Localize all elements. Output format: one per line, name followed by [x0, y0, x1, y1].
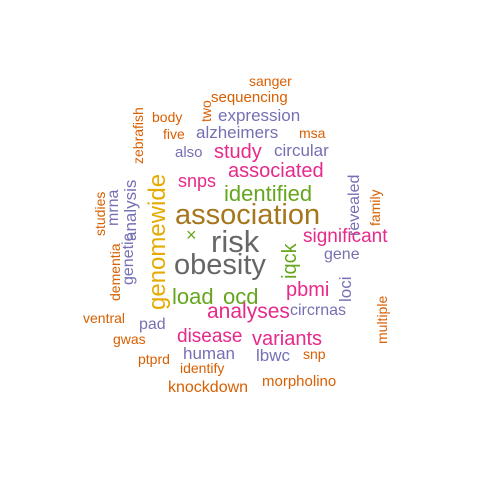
word-45: ptprd [138, 351, 170, 367]
word-8: msa [299, 125, 326, 141]
word-17: snps [178, 171, 217, 191]
word-43: lbwc [256, 346, 291, 365]
word-39: disease [177, 326, 243, 347]
word-19: family [367, 189, 383, 226]
word-42: human [183, 344, 235, 363]
word-12: genomewide [144, 173, 171, 310]
word-37: ventral [83, 310, 126, 326]
word-21: analysis [121, 179, 140, 241]
word-30: loci [336, 276, 355, 302]
word-27: significant [303, 226, 388, 247]
word-48: morpholino [262, 373, 337, 390]
word-11: circular [274, 141, 329, 160]
word-1: zebrafish [130, 107, 146, 164]
word-10: study [214, 141, 262, 163]
word-9: also [175, 144, 203, 161]
word-29: gene [324, 246, 360, 263]
word-44: snp [303, 346, 326, 362]
word-32: ocd [223, 284, 259, 309]
word-36: circrnas [290, 302, 347, 319]
word-6: five [163, 126, 185, 142]
word-31: load [172, 284, 214, 309]
word-20: genetic [120, 233, 137, 285]
word-3: sequencing [211, 89, 288, 106]
word-33: pbmi [286, 279, 330, 301]
word-25: risk [211, 224, 260, 259]
word-46: identify [180, 360, 225, 376]
word-18: identified [224, 181, 313, 206]
word-38: pad [139, 316, 166, 333]
word-4: body [152, 109, 183, 125]
word-22: association [175, 199, 321, 231]
word-16: mrna [105, 189, 122, 226]
word-7: alzheimers [196, 123, 279, 142]
word-47: knockdown [168, 379, 249, 396]
word-28: obesity [174, 249, 266, 281]
word-24: × [186, 225, 197, 245]
word-34: multiple [374, 295, 390, 344]
word-13: associated [228, 160, 324, 182]
word-41: gwas [113, 331, 146, 347]
word-23: dementia [107, 243, 123, 301]
word-5: expression [218, 106, 301, 125]
word-40: variants [252, 328, 323, 350]
word-26: iqck [279, 243, 301, 279]
word-35: analyses [207, 300, 290, 323]
word-0: sanger [249, 73, 292, 89]
